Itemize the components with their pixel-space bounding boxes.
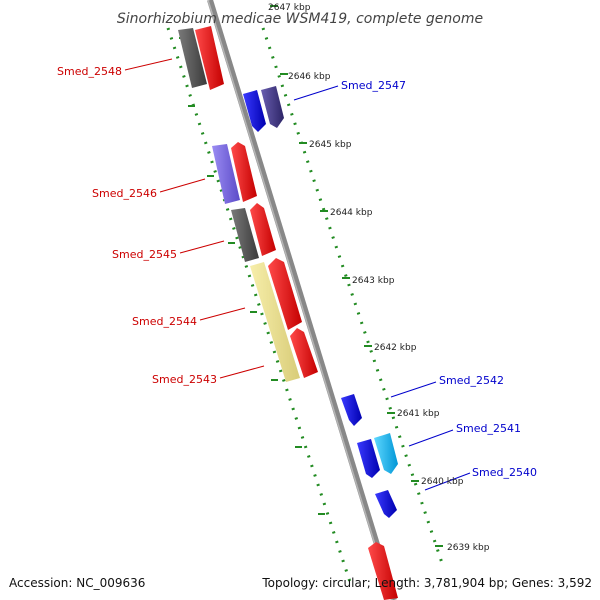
inner-tick-track	[166, 27, 352, 583]
gene-smed-2542-blue	[341, 394, 362, 426]
gene-smed-2544-red	[268, 258, 302, 330]
genome-backbone	[207, 0, 397, 600]
gene-smed-2547-slate	[261, 86, 284, 128]
gene-smed-2544-khaki	[250, 262, 300, 382]
kbp-label: 2644 kbp	[330, 208, 373, 218]
left-label-leaders	[124, 58, 265, 379]
kbp-label: 2642 kbp	[374, 343, 417, 353]
outer-major-ticks	[270, 5, 443, 547]
kbp-label: 2647 kbp	[268, 3, 311, 13]
gene-bottom-red	[368, 542, 398, 600]
gene-smed-2543-red	[290, 328, 318, 378]
gene-smed-2541-blue	[357, 439, 380, 478]
gene-smed-2541-cyan	[374, 433, 398, 474]
gene-labels-right: Smed_2547 Smed_2542 Smed_2541 Smed_2540	[341, 79, 537, 479]
gene-smed-2546-lavender	[212, 144, 240, 204]
gene-label-smed-2545[interactable]: Smed_2545	[112, 248, 177, 261]
gene-features-left	[178, 26, 398, 600]
kbp-label: 2639 kbp	[447, 543, 490, 553]
right-label-leaders	[293, 85, 471, 491]
gene-label-smed-2546[interactable]: Smed_2546	[92, 187, 157, 200]
gene-label-smed-2543[interactable]: Smed_2543	[152, 373, 217, 386]
gene-features-right	[243, 86, 398, 518]
kbp-label: 2643 kbp	[352, 276, 395, 286]
gene-label-smed-2548[interactable]: Smed_2548	[57, 65, 122, 78]
gene-smed-2545-gray	[231, 208, 259, 262]
gene-label-smed-2542[interactable]: Smed_2542	[439, 374, 504, 387]
kbp-label: 2641 kbp	[397, 409, 440, 419]
gene-labels-left: Smed_2548 Smed_2546 Smed_2545 Smed_2544 …	[57, 65, 217, 386]
gene-label-smed-2540[interactable]: Smed_2540	[472, 466, 537, 479]
kbp-label: 2646 kbp	[288, 72, 331, 82]
gene-smed-2548-gray	[178, 28, 207, 88]
page-title: Sinorhizobium medicae WSM419, complete g…	[117, 11, 483, 27]
gene-label-smed-2547[interactable]: Smed_2547	[341, 79, 406, 92]
inner-major-ticks	[179, 37, 325, 515]
genome-backbone-highlight	[207, 0, 393, 600]
kbp-tick-labels: 2647 kbp 2646 kbp 2645 kbp 2644 kbp 2643…	[268, 3, 490, 553]
accession-text: Accession: NC_009636	[9, 576, 145, 590]
gene-smed-2547-blue	[243, 90, 266, 132]
gene-label-smed-2541[interactable]: Smed_2541	[456, 422, 521, 435]
kbp-label: 2645 kbp	[309, 140, 352, 150]
topology-text: Topology: circular; Length: 3,781,904 bp…	[261, 576, 592, 590]
gene-label-smed-2544[interactable]: Smed_2544	[132, 315, 197, 328]
gene-smed-2546-red	[231, 142, 257, 202]
kbp-label: 2640 kbp	[421, 477, 464, 487]
gene-smed-2545-red	[250, 203, 276, 256]
gene-smed-2548-red	[195, 26, 224, 90]
gene-smed-2540-blue	[375, 490, 397, 518]
